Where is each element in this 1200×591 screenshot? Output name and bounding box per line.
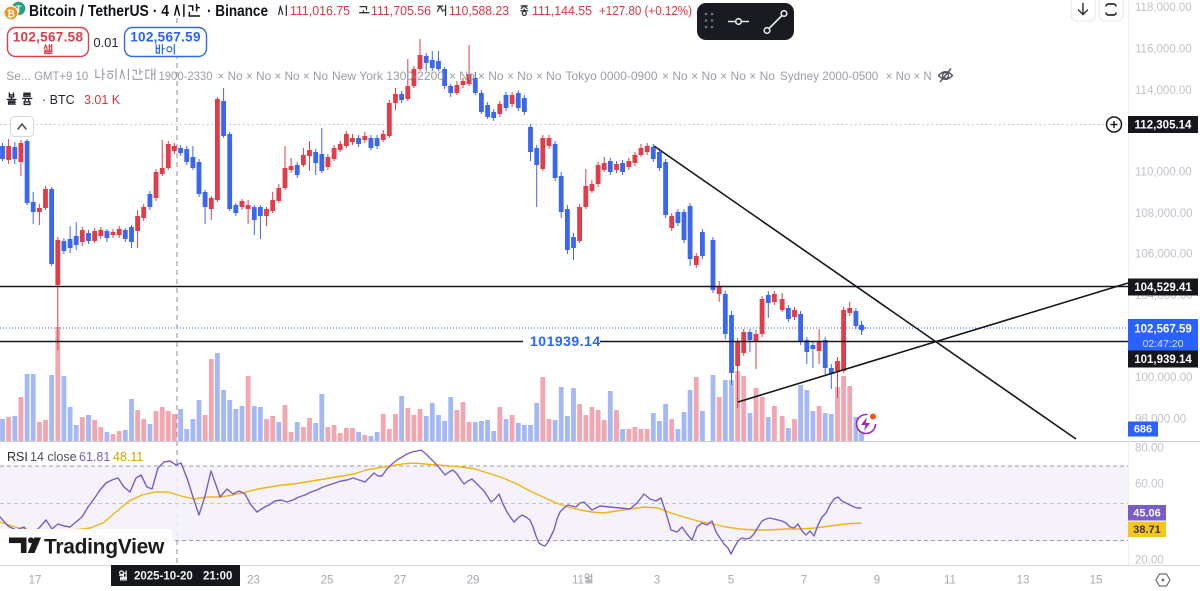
svg-text:111,016.75: 111,016.75 bbox=[290, 3, 350, 18]
svg-text:61.81: 61.81 bbox=[79, 450, 110, 464]
svg-text:× No × No × No × No: × No × No × No × No bbox=[662, 69, 775, 83]
svg-text:Se...: Se... bbox=[6, 69, 31, 83]
svg-text:110,000.00: 110,000.00 bbox=[1135, 167, 1192, 179]
svg-text:13: 13 bbox=[1017, 575, 1030, 587]
svg-text:2025-10-20: 2025-10-20 bbox=[134, 571, 193, 583]
svg-text:1900-2330: 1900-2330 bbox=[159, 69, 213, 83]
svg-text:116,000.00: 116,000.00 bbox=[1135, 44, 1192, 56]
svg-text:38.71: 38.71 bbox=[1133, 524, 1161, 536]
svg-text:₿: ₿ bbox=[7, 8, 15, 20]
svg-text:GMT+9 10: GMT+9 10 bbox=[34, 69, 88, 83]
svg-text:21:00: 21:00 bbox=[203, 571, 232, 583]
svg-text:110,588.23: 110,588.23 bbox=[449, 3, 509, 18]
svg-text:118,000.00: 118,000.00 bbox=[1135, 2, 1192, 14]
svg-text:20.00: 20.00 bbox=[1135, 555, 1164, 567]
svg-text:111,705.56: 111,705.56 bbox=[371, 3, 431, 18]
svg-text:17: 17 bbox=[29, 575, 42, 587]
svg-text:108,000.00: 108,000.00 bbox=[1135, 208, 1193, 220]
svg-text:Bitcoin / TetherUS · 4: Bitcoin / TetherUS · 4 bbox=[29, 3, 169, 20]
svg-text:02:47:20: 02:47:20 bbox=[1143, 338, 1184, 350]
svg-text:100,000.00: 100,000.00 bbox=[1135, 372, 1193, 384]
svg-text:106,000.00: 106,000.00 bbox=[1135, 249, 1193, 261]
svg-text:60.00: 60.00 bbox=[1135, 479, 1164, 491]
svg-text:+127.80 (+0.12%): +127.80 (+0.12%) bbox=[599, 3, 692, 18]
svg-text:29: 29 bbox=[467, 575, 480, 587]
svg-text:14 close: 14 close bbox=[30, 450, 77, 464]
svg-text:Sydney 2000-0500: Sydney 2000-0500 bbox=[780, 69, 879, 83]
svg-text:11: 11 bbox=[572, 575, 584, 587]
svg-text:3: 3 bbox=[654, 575, 660, 587]
svg-text:× No × No × No × No: × No × No × No × No bbox=[449, 69, 562, 83]
svg-text:0.01: 0.01 bbox=[93, 35, 118, 50]
svg-text:114,000.00: 114,000.00 bbox=[1135, 85, 1192, 97]
svg-text:TradingView: TradingView bbox=[44, 536, 165, 559]
svg-text:New York 1300-2200: New York 1300-2200 bbox=[332, 69, 444, 83]
svg-text:23: 23 bbox=[247, 575, 260, 587]
svg-text:102,567.58: 102,567.58 bbox=[13, 30, 84, 45]
svg-text:· Binance: · Binance bbox=[207, 3, 268, 20]
svg-text:112,305.14: 112,305.14 bbox=[1135, 120, 1193, 132]
svg-text:9: 9 bbox=[874, 575, 880, 587]
svg-text:Tokyo 0000-0900: Tokyo 0000-0900 bbox=[566, 69, 658, 83]
svg-text:25: 25 bbox=[321, 575, 334, 587]
svg-text:104,529.41: 104,529.41 bbox=[1134, 282, 1192, 294]
svg-text:× No × No × No × No: × No × No × No × No bbox=[218, 69, 329, 83]
svg-text:· BTC: · BTC bbox=[42, 93, 75, 107]
svg-text:48.11: 48.11 bbox=[113, 450, 143, 464]
svg-text:3.01 K: 3.01 K bbox=[84, 93, 121, 107]
svg-text:101939.14: 101939.14 bbox=[530, 333, 601, 349]
svg-text:102,567.59: 102,567.59 bbox=[1134, 324, 1192, 336]
svg-text:80.00: 80.00 bbox=[1135, 443, 1164, 455]
svg-text:T: T bbox=[16, 4, 22, 15]
svg-text:111,144.55: 111,144.55 bbox=[532, 3, 592, 18]
svg-text:27: 27 bbox=[394, 575, 407, 587]
svg-text:11: 11 bbox=[944, 575, 956, 587]
svg-text:102,567.59: 102,567.59 bbox=[130, 30, 201, 45]
svg-text:45.06: 45.06 bbox=[1133, 508, 1161, 520]
svg-text:RSI: RSI bbox=[7, 450, 28, 464]
svg-text:101,939.14: 101,939.14 bbox=[1134, 354, 1192, 366]
svg-text:× No × N: × No × N bbox=[886, 69, 932, 83]
svg-text:15: 15 bbox=[1090, 575, 1103, 587]
svg-text:7: 7 bbox=[801, 575, 807, 587]
svg-text:686: 686 bbox=[1134, 424, 1152, 436]
svg-text:5: 5 bbox=[728, 575, 734, 587]
